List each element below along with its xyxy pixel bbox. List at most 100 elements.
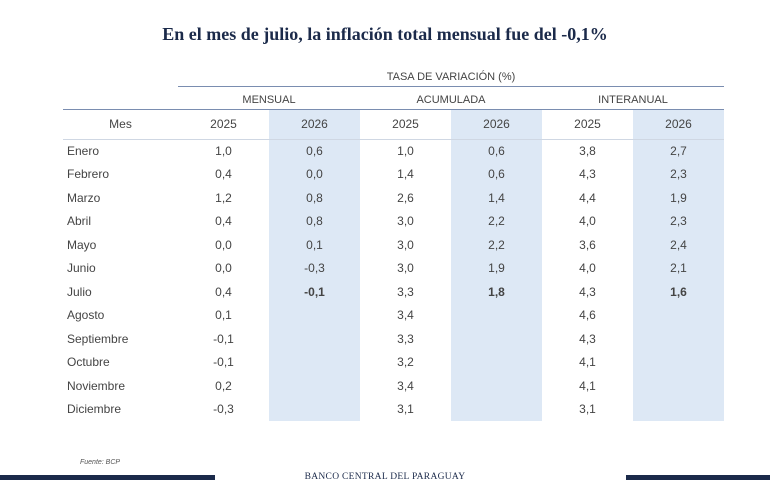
table-row: Agosto 0,1 3,4 4,6 [63, 303, 725, 327]
value-cell: 2,1 [633, 256, 725, 280]
value-cell: 4,3 [579, 331, 596, 346]
month-cell: Septiembre [67, 331, 129, 346]
value-cell: 0,0 [215, 237, 232, 252]
value-cell [451, 327, 542, 351]
value-cell [451, 397, 542, 421]
group-header-interanual: INTERANUAL [542, 86, 725, 110]
value-cell: 0,4 [215, 167, 232, 182]
value-cell: 0,0 [269, 162, 360, 186]
value-cell [269, 303, 360, 327]
year-header: 2025 [360, 109, 451, 140]
value-cell: 1,2 [215, 190, 232, 205]
value-cell: 3,2 [397, 355, 414, 370]
value-cell [633, 327, 725, 351]
value-cell: 2,2 [451, 209, 542, 233]
month-cell: Agosto [67, 308, 105, 323]
value-cell [269, 374, 360, 398]
value-cell: 0,6 [451, 139, 542, 163]
value-cell: 4,3 [579, 284, 596, 299]
year-header-row: Mes 2025 2026 2025 2026 2025 2026 [63, 109, 725, 140]
table-row: Junio 0,0 -0,3 3,0 1,9 4,0 2,1 [63, 256, 725, 280]
value-cell [451, 374, 542, 398]
month-cell: Junio [67, 261, 96, 276]
table-row: Mayo 0,0 0,1 3,0 2,2 3,6 2,4 [63, 233, 725, 257]
value-cell: 0,1 [269, 233, 360, 257]
group-header-acumulada: ACUMULADA [360, 86, 542, 110]
value-cell [451, 303, 542, 327]
value-cell [633, 303, 725, 327]
value-cell: 3,0 [397, 214, 414, 229]
value-cell: 3,0 [397, 237, 414, 252]
month-cell: Mayo [67, 237, 97, 252]
value-cell: 4,6 [579, 308, 596, 323]
value-cell: 0,2 [215, 378, 232, 393]
value-cell: 0,6 [451, 162, 542, 186]
table-row: Enero 1,0 0,6 1,0 0,6 3,8 2,7 [63, 139, 725, 163]
value-cell: 1,8 [451, 280, 542, 304]
value-cell [269, 350, 360, 374]
value-cell: -0,1 [213, 331, 234, 346]
value-cell: 4,3 [579, 167, 596, 182]
value-cell: 1,9 [451, 256, 542, 280]
table-row: Abril 0,4 0,8 3,0 2,2 4,0 2,3 [63, 209, 725, 233]
value-cell [269, 327, 360, 351]
value-cell: 4,1 [579, 355, 596, 370]
super-header-row: TASA DE VARIACIÓN (%) [63, 62, 725, 87]
value-cell: -0,1 [213, 355, 234, 370]
group-header-mensual: MENSUAL [178, 86, 360, 110]
value-cell [633, 350, 725, 374]
group-header-row: MENSUAL ACUMULADA INTERANUAL [63, 86, 725, 110]
value-cell: 2,2 [451, 233, 542, 257]
value-cell: 3,3 [397, 331, 414, 346]
value-cell: 2,3 [633, 162, 725, 186]
inflation-table-container: TASA DE VARIACIÓN (%) MENSUAL ACUMULADA … [63, 62, 725, 421]
table-row: Diciembre -0,3 3,1 3,1 [63, 397, 725, 421]
value-cell: 0,8 [269, 186, 360, 210]
value-cell: 3,4 [397, 308, 414, 323]
value-cell: 3,1 [579, 402, 596, 417]
value-cell: 0,4 [215, 214, 232, 229]
value-cell: 3,8 [579, 144, 596, 158]
year-header: 2026 [451, 109, 542, 140]
month-cell: Abril [67, 214, 92, 229]
value-cell: 4,1 [579, 378, 596, 393]
value-cell: 3,4 [397, 378, 414, 393]
value-cell: 1,0 [397, 144, 414, 158]
month-cell: Octubre [67, 355, 110, 370]
value-cell: 0,1 [215, 308, 232, 323]
month-cell: Febrero [67, 167, 110, 182]
month-cell: Marzo [67, 190, 101, 205]
month-cell: Noviembre [67, 378, 126, 393]
value-cell: -0,1 [269, 280, 360, 304]
value-cell: 3,0 [397, 261, 414, 276]
value-cell: 1,6 [633, 280, 725, 304]
table-row: Febrero 0,4 0,0 1,4 0,6 4,3 2,3 [63, 162, 725, 186]
value-cell: 1,9 [633, 186, 725, 210]
page-title: En el mes de julio, la inflación total m… [162, 24, 608, 44]
value-cell: -0,3 [213, 402, 234, 417]
table-row: Noviembre 0,2 3,4 4,1 [63, 374, 725, 398]
value-cell: 3,1 [397, 402, 414, 417]
value-cell [633, 374, 725, 398]
value-cell [269, 397, 360, 421]
value-cell: 0,8 [269, 209, 360, 233]
value-cell: 3,6 [579, 237, 596, 252]
year-header: 2026 [633, 109, 725, 140]
value-cell [451, 350, 542, 374]
month-cell: Julio [67, 284, 92, 299]
value-cell: 2,4 [633, 233, 725, 257]
inflation-table: TASA DE VARIACIÓN (%) MENSUAL ACUMULADA … [63, 62, 725, 421]
value-cell: 0,6 [269, 139, 360, 163]
year-header: 2026 [269, 109, 360, 140]
month-cell: Enero [67, 144, 100, 158]
footer-bank-name: BANCO CENTRAL DEL PARAGUAY [304, 472, 466, 482]
value-cell: 4,0 [579, 214, 596, 229]
table-row: Julio 0,4 -0,1 3,3 1,8 4,3 1,6 [63, 280, 725, 304]
value-cell: 4,0 [579, 261, 596, 276]
footer-bar-left [0, 475, 215, 480]
value-cell: 0,4 [215, 284, 232, 299]
value-cell: 2,6 [397, 190, 414, 205]
year-header: 2025 [542, 109, 633, 140]
table-row: Octubre -0,1 3,2 4,1 [63, 350, 725, 374]
super-header: TASA DE VARIACIÓN (%) [178, 62, 725, 87]
